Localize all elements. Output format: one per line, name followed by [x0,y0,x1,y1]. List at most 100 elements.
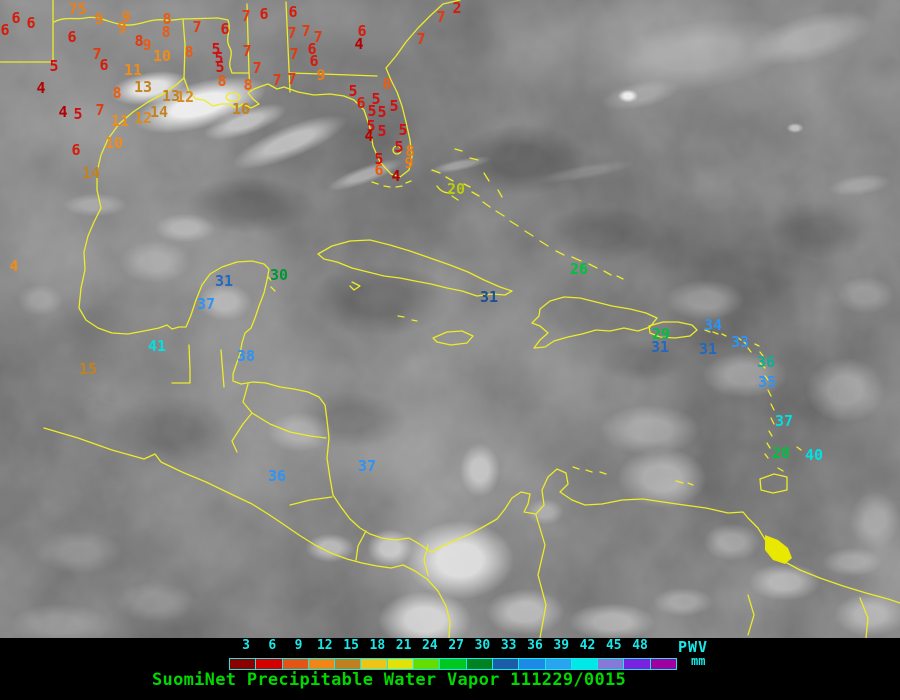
border-panama-colombia [423,544,429,576]
station-pwv-value: 5 [374,150,384,168]
colorbar-tick: 3 [242,638,250,653]
station-pwv-value: 37 [774,412,794,430]
station-pwv-value: 7 [416,30,426,48]
station-pwv-value: 11 [123,61,143,79]
lake-pontchartrain [225,92,241,102]
border-colombia-venezuela [535,514,547,638]
island-hispaniola [531,296,658,349]
station-pwv-value: 8 [112,84,122,102]
station-pwv-value: 7 [313,28,323,46]
station-pwv-value: 7 [95,101,105,119]
station-pwv-value: 4 [391,167,401,185]
station-pwv-value: 20 [446,180,466,198]
station-pwv-value: 6 [71,141,81,159]
station-pwv-value: 5 [215,58,225,76]
station-pwv-value: 37 [357,457,377,475]
station-pwv-value: 31 [650,338,670,356]
colorbar-tick: 12 [316,638,333,653]
colorbar-segment [282,659,308,669]
border-guatemala-mexico [171,344,191,384]
station-pwv-value: 10 [152,47,172,65]
station-pwv-value: 7 [252,59,262,77]
colorbar-segment [545,659,571,669]
colorbar-tick: 24 [422,638,438,653]
station-pwv-value: 4 [36,79,46,97]
station-pwv-value: 7 [92,45,102,63]
station-pwv-value: 12 [175,88,195,106]
island-trinidad [759,473,788,494]
colorbar-segment [361,659,387,669]
colorbar-tick: 39 [553,638,570,653]
island-margarita [675,480,694,486]
colorbar-segment [335,659,361,669]
station-pwv-value: 5 [389,97,399,115]
islands-bahamas [431,148,624,280]
station-pwv-value: 29 [651,325,671,343]
station-pwv-value: 28 [771,444,791,462]
station-pwv-value: 5 [371,90,381,108]
satellite-map: 6 6 6 7 5 9 9 9 8 8 6 8 9 7 6 7 6 6 7 7 5 6 7 10 8 5 5 5 11 7 7 6 6 7 4 13 8… [0,0,900,638]
colorbar-tick: 18 [369,638,386,653]
station-pwv-value: 6 [0,21,10,39]
station-pwv-value: 7 [241,7,251,25]
station-pwv-value: 5 [214,49,224,67]
station-pwv-value: 41 [147,337,167,355]
station-pwv-value: 4 [58,103,68,121]
border-texas-louisiana [182,18,186,79]
colorbar-tick: 30 [474,638,491,653]
station-pwv-value: 34 [703,316,723,334]
station-pwv-value: 13 [133,78,153,96]
station-pwv-value: 5 [377,103,387,121]
islands-lesser-antilles [704,329,802,472]
station-pwv-value: 5 [73,105,83,123]
coastline-overlay [0,0,900,638]
station-pwv-value: 31 [214,272,234,290]
border-louisiana-arkansas [182,17,229,21]
border-venezuela-east2 [859,597,869,638]
station-pwv-value: 33 [730,333,750,351]
border-newmexico-texas [0,0,54,63]
coastline-pacific [43,427,451,638]
border-costarica-panama [355,530,367,561]
station-values-layer: 6 6 6 7 5 9 9 9 8 8 6 8 9 7 6 7 6 6 7 7 5 6 7 10 8 5 5 5 11 7 7 6 6 7 4 13 8… [0,1,824,485]
station-pwv-value: 6 [356,94,366,112]
border-florida-north [289,72,378,77]
station-pwv-value: 6 [26,14,36,32]
station-pwv-value: 5 [377,122,387,140]
station-pwv-value: 31 [698,340,718,358]
station-pwv-value: 37 [196,295,216,313]
station-pwv-value: 4 [364,127,374,145]
station-pwv-value: 6 [259,5,269,23]
station-pwv-value: 9 [117,19,127,37]
colorbar-segment [308,659,335,669]
station-pwv-value: 7 [287,70,297,88]
station-pwv-value: 31 [479,288,499,306]
island-jamaica [432,330,474,346]
colorbar-tick: 33 [500,638,517,653]
station-pwv-value: 4 [354,35,364,53]
legend-band: 3 6 9 12 15 18 21 24 27 30 33 36 39 42 45 48 PWV mm Suo… [0,638,900,700]
station-pwv-value: 14 [149,103,169,121]
station-pwv-value: 36 [267,467,287,485]
border-mississippi-alabama [246,3,250,74]
station-pwv-value: 8 [217,72,227,90]
station-pwv-value: 4 [9,257,19,275]
station-pwv-value: 8 [134,32,144,50]
border-mississippi-river [227,19,251,91]
border-nicaragua-costarica [289,496,333,506]
colorbar-segment [414,659,440,669]
colorbar-tick: 36 [527,638,543,653]
colorbar-segment [230,659,256,669]
station-pwv-value: 9 [404,154,414,172]
station-pwv-value: 40 [804,446,824,464]
station-pwv-value: 7 [289,45,299,63]
station-pwv-value: 6 [288,3,298,21]
station-pwv-value: 26 [569,260,589,278]
border-belize [220,349,225,388]
station-pwv-value: 7 [436,8,446,26]
colorbar-tick-labels: 3 6 9 12 15 18 21 24 27 30 33 36 39 42 45 48 [0,639,900,653]
colorbar-tick: 9 [294,638,303,653]
station-pwv-value: 8 [162,10,172,28]
islands-caymans [397,315,418,322]
border-honduras-nicaragua [251,412,327,439]
